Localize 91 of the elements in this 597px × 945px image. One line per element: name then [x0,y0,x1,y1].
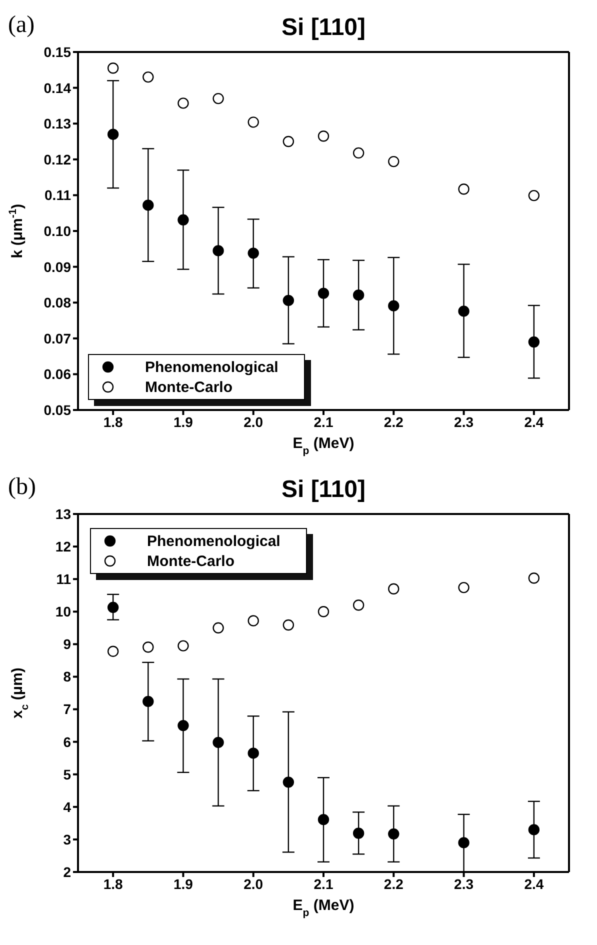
y-tick-label: 0.10 [44,222,72,239]
point [178,640,189,652]
x-tick-label: 2.3 [454,876,474,892]
legend-label: Monte-Carlo [145,378,232,396]
point [107,128,119,140]
y-tick-label: 0.05 [44,402,72,418]
y-tick-label: 8 [63,668,72,685]
y-tick-label: 9 [63,636,72,652]
y-tick-label: 0.15 [44,44,72,60]
point [282,136,294,148]
point [318,130,330,142]
point [248,116,259,128]
legend-label: Monte-Carlo [147,552,234,570]
point [352,600,364,611]
point [318,288,330,299]
x-tick-label: 1.9 [173,414,194,430]
x-tick-label: 1.8 [103,876,124,892]
x-tick-label: 2.3 [454,414,474,430]
point [282,619,294,631]
point [212,92,224,104]
point [212,622,224,634]
point [142,200,154,211]
point [528,336,540,348]
point [352,289,364,301]
point [458,184,470,195]
y-tick-label: 0.08 [44,294,72,311]
y-tick-label: 11 [56,571,72,588]
text: (b) [8,474,36,501]
point [282,294,294,306]
point [142,696,154,708]
y-tick-label: 6 [63,734,72,750]
point [458,837,470,848]
point [248,615,259,626]
point [528,824,540,836]
point [248,748,259,759]
point [388,156,400,168]
x-tick-label: 2.4 [524,876,544,892]
y-tick-label: 12 [55,538,72,555]
point [142,642,154,653]
y-tick-label: 10 [55,604,72,620]
point [528,190,540,202]
point [388,828,400,840]
y-tick-label: 0.09 [44,258,72,275]
point [212,245,224,256]
point [282,776,294,788]
x-tick-label: 1.8 [103,414,124,430]
x-axis-title: E$_{p}$ (MeV) [292,897,354,919]
point [248,248,259,259]
y-tick-label: 0.13 [44,116,72,132]
point [528,572,540,584]
text: (a) [8,12,35,39]
y-tick-label: 7 [63,701,72,718]
point [458,306,470,317]
point [458,582,470,594]
point [212,736,224,748]
point [142,71,154,83]
y-tick-label: 4 [63,798,72,815]
point [107,646,119,657]
x-tick-label: 2.2 [384,414,404,430]
y-tick-label: 0.07 [44,330,72,346]
legend-label: Phenomenological [147,532,280,550]
point [178,98,189,109]
point [318,606,330,618]
y-tick-label: 5 [63,766,72,782]
chart-title: Si [110] [280,14,367,42]
point [178,214,189,226]
point [107,62,119,74]
point [388,300,400,312]
point [107,602,119,614]
x-tick-label: 2.4 [524,414,544,430]
y-tick-label: 0.11 [44,187,72,204]
y-tick-label: 2 [63,864,72,880]
x-tick-label: 2.0 [244,876,264,892]
chart-title: Si [110] [280,476,367,504]
point [318,814,330,826]
legend-label: Phenomenological [145,358,278,376]
point [178,720,189,732]
x-tick-label: 2.2 [384,876,404,892]
x-axis-title: E$_{p}$ (MeV) [292,435,354,457]
y-tick-label: 0.14 [44,80,72,96]
y-tick-label: 0.12 [44,151,72,168]
point [388,583,400,594]
x-tick-label: 2.0 [244,414,264,430]
point [352,828,364,839]
y-tick-label: 3 [63,831,72,848]
x-tick-label: 1.9 [173,876,194,892]
point [352,147,364,159]
x-tick-label: 2.1 [314,414,334,430]
x-tick-label: 2.1 [314,876,334,892]
y-tick-label: 13 [55,506,72,522]
y-tick-label: 0.06 [44,366,72,382]
